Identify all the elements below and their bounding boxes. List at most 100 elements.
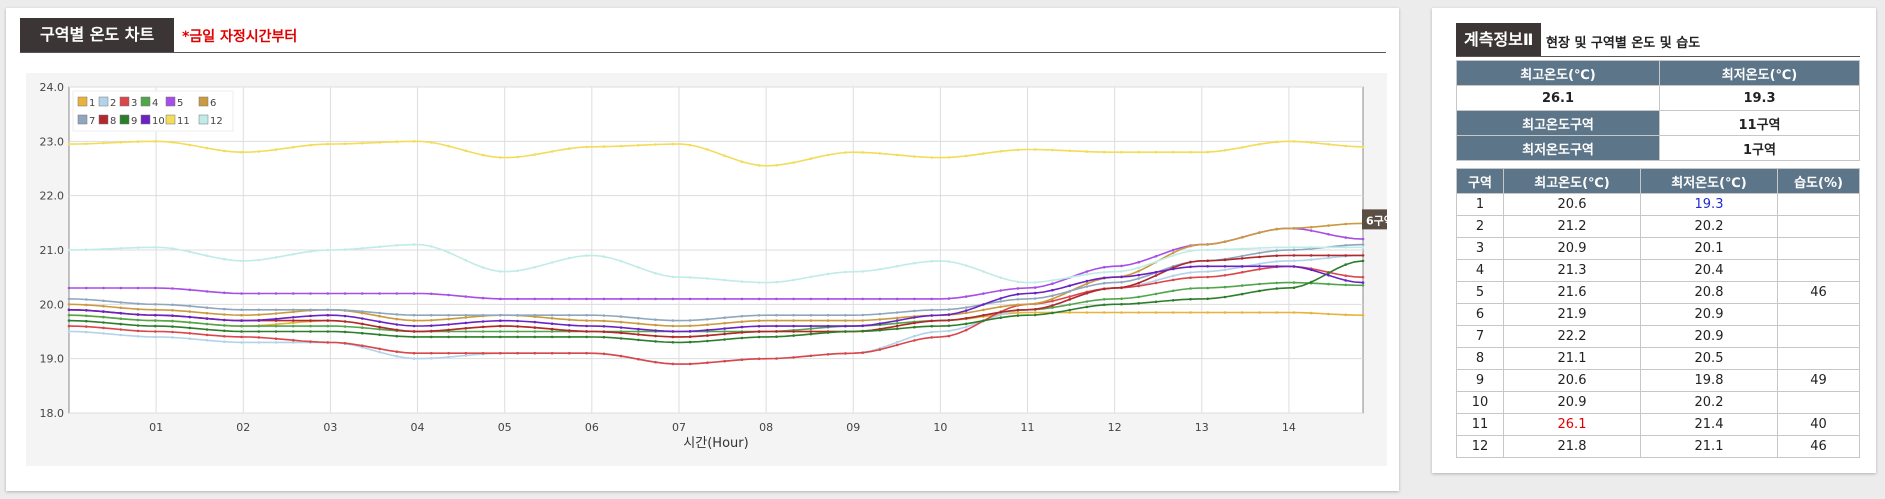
data-point (1223, 149, 1227, 152)
data-point (205, 290, 209, 293)
legend-swatch (165, 114, 176, 125)
data-point (378, 245, 381, 249)
data-point (1171, 254, 1175, 257)
data-point (85, 325, 88, 328)
data-point (550, 313, 554, 317)
data-point (982, 152, 985, 155)
data-point (361, 331, 364, 335)
data-point (154, 324, 157, 328)
data-point (999, 276, 1002, 279)
data-point (1240, 247, 1244, 251)
data-point (1361, 259, 1365, 263)
data-point (85, 319, 88, 323)
data-point (464, 321, 468, 325)
data-point (533, 313, 537, 317)
min-zone-value: 1구역 (1659, 135, 1860, 161)
data-point (1171, 274, 1175, 278)
data-point (154, 313, 157, 317)
data-point (654, 340, 657, 343)
data-point (1137, 277, 1140, 280)
data-point (154, 246, 157, 249)
data-point (1361, 284, 1365, 287)
data-point (861, 319, 864, 322)
data-point (792, 161, 795, 164)
data-point (1189, 271, 1192, 274)
data-point (1085, 279, 1089, 283)
max-temp-cell: 21.8 (1503, 435, 1641, 458)
data-point (930, 314, 933, 317)
data-point (1102, 270, 1106, 274)
series-line (68, 243, 1364, 322)
humidity-cell: 46 (1777, 435, 1860, 458)
data-point (1085, 305, 1089, 309)
data-point (378, 292, 381, 295)
data-point (1361, 246, 1365, 249)
data-point (102, 141, 105, 145)
y-tick-label: 22.0 (40, 190, 65, 203)
data-point (1240, 257, 1244, 260)
data-point (240, 292, 243, 295)
data-point (861, 297, 864, 301)
data-point (395, 350, 399, 354)
data-point (602, 145, 606, 148)
data-point (102, 315, 105, 319)
data-point (395, 313, 399, 316)
data-point (1223, 311, 1227, 314)
data-point (740, 358, 744, 362)
data-point (723, 297, 726, 301)
data-point (430, 351, 433, 355)
data-point (775, 164, 778, 167)
data-point (585, 313, 588, 317)
data-point (395, 323, 399, 326)
data-point (654, 297, 657, 301)
data-point (757, 164, 761, 167)
date-note: *금일 자정시간부터 (182, 29, 298, 45)
data-point (723, 327, 726, 330)
data-point (1016, 280, 1020, 284)
x-tick-label: 11 (1021, 421, 1035, 434)
data-point (550, 297, 554, 301)
zone-cell: 6 (1456, 303, 1504, 326)
data-point (1154, 274, 1158, 277)
data-point (309, 308, 312, 312)
legend-swatch (165, 96, 176, 107)
data-point (395, 292, 399, 295)
max-zone-label: 최고온도구역 (1456, 110, 1660, 136)
data-point (654, 272, 657, 275)
data-point (637, 327, 640, 331)
data-point (826, 153, 830, 157)
data-point (585, 324, 588, 328)
min-temp-cell: 19.8 (1640, 369, 1778, 392)
data-point (1344, 313, 1347, 317)
data-point (964, 264, 968, 267)
chart-area: 18.0 19.0 20.0 21.0 22.0 23.0 24.0 01 02 03 04 05 0… (26, 73, 1446, 466)
data-point (1361, 237, 1365, 241)
data-point (775, 330, 778, 333)
table-row: 4 21.3 20.4 (1456, 259, 1860, 282)
data-point (223, 324, 226, 327)
data-point (1137, 295, 1140, 299)
data-point (1206, 297, 1209, 301)
data-point (913, 309, 916, 313)
data-point (1292, 246, 1296, 249)
data-point (1309, 229, 1313, 232)
data-point (481, 325, 485, 329)
data-point (447, 335, 450, 339)
data-point (240, 341, 243, 344)
data-point (637, 297, 640, 301)
data-point (1085, 300, 1089, 303)
x-axis-title: 시간(Hour) (683, 436, 748, 451)
data-point (223, 307, 226, 311)
data-point (430, 335, 433, 339)
data-point (861, 270, 864, 273)
data-point (188, 304, 192, 308)
data-point (326, 341, 330, 344)
data-point (723, 154, 726, 157)
data-point (240, 150, 243, 154)
data-point (895, 153, 899, 157)
data-point (412, 330, 416, 333)
data-point (999, 289, 1002, 292)
x-tick-label: 01 (149, 421, 163, 434)
data-point (706, 361, 709, 365)
data-point (619, 337, 623, 340)
